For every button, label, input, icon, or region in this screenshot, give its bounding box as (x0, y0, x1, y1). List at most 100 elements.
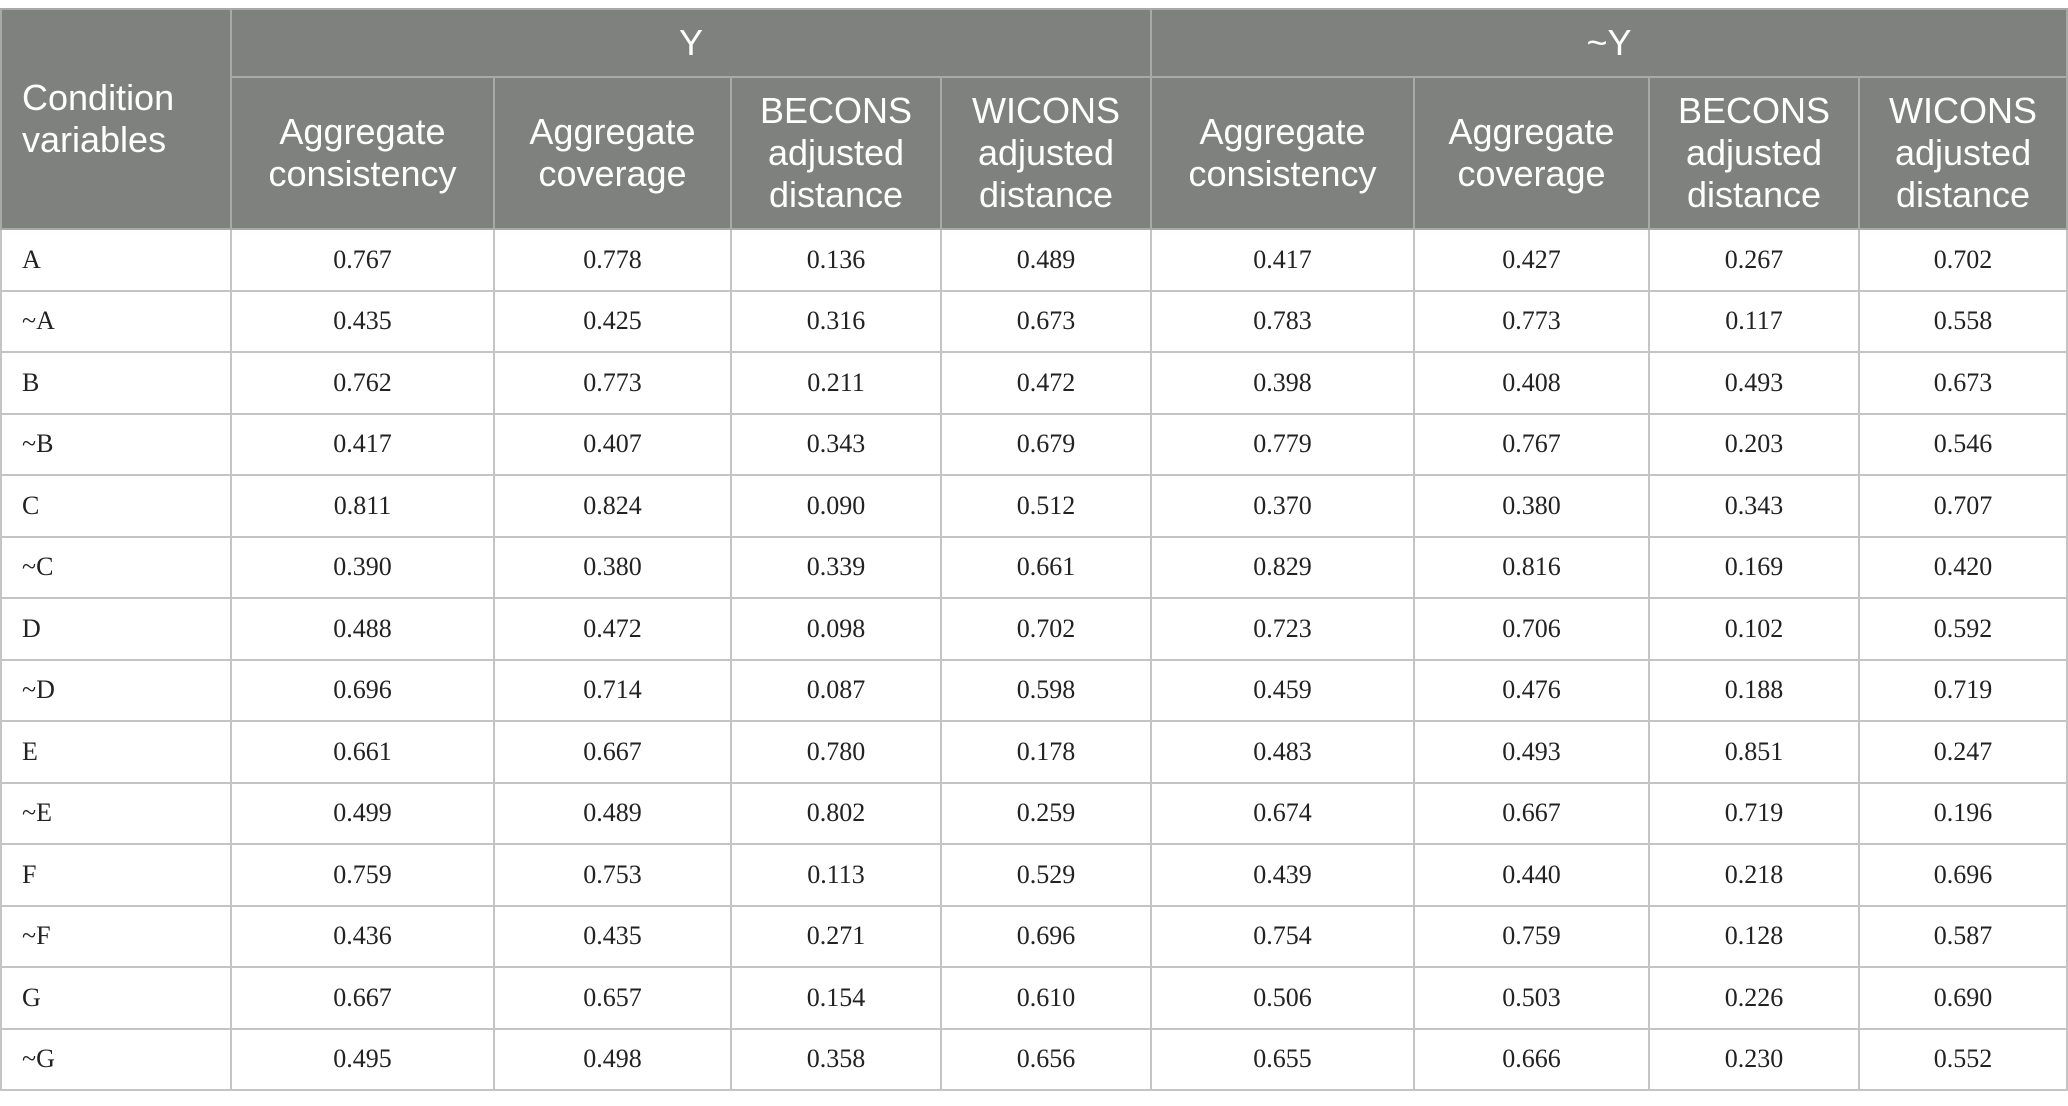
table-row: B 0.762 0.773 0.211 0.472 0.398 0.408 0.493 0.67… (0, 351, 2068, 415)
table-cell: 0.702 (939, 597, 1153, 661)
condition-label: ~B (0, 412, 232, 476)
table-cell: 0.753 (493, 843, 732, 907)
table-cell: 0.495 (230, 1027, 495, 1091)
column-header-line: coverage (1457, 153, 1606, 194)
results-table: Condition variables Y ~Y Aggregate consis… (0, 8, 2068, 1091)
table-cell: 0.783 (1150, 289, 1416, 353)
table-cell: 0.552 (1858, 1027, 2068, 1091)
table-cell: 0.489 (939, 228, 1153, 292)
table-cell: 0.679 (939, 412, 1153, 476)
table-cell: 0.440 (1413, 843, 1651, 907)
table-cell: 0.661 (230, 720, 495, 784)
condition-label: A (0, 228, 232, 292)
table-cell: 0.271 (730, 904, 942, 968)
table-cell: 0.489 (493, 781, 732, 845)
table-cell: 0.546 (1858, 412, 2068, 476)
table-cell: 0.690 (1858, 966, 2068, 1030)
subheader-row: Aggregate consistency Aggregate coverage BEC… (1, 76, 2068, 230)
table-cell: 0.719 (1648, 781, 1861, 845)
table-cell: 0.427 (1413, 228, 1651, 292)
condition-label: ~F (0, 904, 232, 968)
table-cell: 0.436 (230, 904, 495, 968)
table-cell: 0.472 (939, 351, 1153, 415)
table-cell: 0.657 (493, 966, 732, 1030)
table-cell: 0.656 (939, 1027, 1153, 1091)
column-header: WICONS adjusted distance (939, 76, 1153, 230)
table-cell: 0.218 (1648, 843, 1861, 907)
column-header-line: WICONS (1889, 90, 2038, 131)
column-header: BECONS adjusted distance (1648, 76, 1861, 230)
table-row: D 0.488 0.472 0.098 0.702 0.723 0.706 0.102 0.59… (0, 597, 2068, 661)
condition-label: C (0, 474, 232, 538)
table-cell: 0.667 (230, 966, 495, 1030)
table-row: ~A 0.435 0.425 0.316 0.673 0.783 0.773 0.117 0.5… (0, 289, 2068, 353)
table-row: ~C 0.390 0.380 0.339 0.661 0.829 0.816 0.169 0.4… (0, 535, 2068, 599)
column-header: Aggregate consistency (230, 76, 495, 230)
table-cell: 0.488 (230, 597, 495, 661)
table-cell: 0.169 (1648, 535, 1861, 599)
condition-label: D (0, 597, 232, 661)
condition-label: ~C (0, 535, 232, 599)
table-cell: 0.587 (1858, 904, 2068, 968)
table-cell: 0.087 (730, 658, 942, 722)
table-cell: 0.674 (1150, 781, 1416, 845)
table-cell: 0.247 (1858, 720, 2068, 784)
table-body: A 0.767 0.778 0.136 0.489 0.417 0.427 0.267 0.70… (0, 228, 2068, 1091)
table-cell: 0.706 (1413, 597, 1651, 661)
condition-label: B (0, 351, 232, 415)
table-cell: 0.230 (1648, 1027, 1861, 1091)
table-cell: 0.226 (1648, 966, 1861, 1030)
table-cell: 0.098 (730, 597, 942, 661)
table-cell: 0.380 (1413, 474, 1651, 538)
condition-label: ~D (0, 658, 232, 722)
column-header-line: distance (1895, 174, 2031, 215)
column-header-line: adjusted (767, 132, 905, 173)
table-cell: 0.655 (1150, 1027, 1416, 1091)
table-cell: 0.459 (1150, 658, 1416, 722)
table-cell: 0.493 (1413, 720, 1651, 784)
column-header-line: distance (1686, 174, 1822, 215)
column-header-line: WICONS (972, 90, 1120, 131)
table-cell: 0.102 (1648, 597, 1861, 661)
table-cell: 0.188 (1648, 658, 1861, 722)
column-header-line: distance (978, 174, 1114, 215)
column-header-line: adjusted (977, 132, 1115, 173)
table-cell: 0.779 (1150, 412, 1416, 476)
table-cell: 0.719 (1858, 658, 2068, 722)
condition-label: E (0, 720, 232, 784)
table-cell: 0.435 (230, 289, 495, 353)
column-header-line: distance (768, 174, 904, 215)
table-cell: 0.707 (1858, 474, 2068, 538)
table-cell: 0.113 (730, 843, 942, 907)
table-cell: 0.661 (939, 535, 1153, 599)
condition-label: ~G (0, 1027, 232, 1091)
condition-label: G (0, 966, 232, 1030)
table-cell: 0.767 (230, 228, 495, 292)
column-header-line: adjusted (1894, 132, 2032, 173)
table-cell: 0.759 (1413, 904, 1651, 968)
table-row: ~D 0.696 0.714 0.087 0.598 0.459 0.476 0.188 0.7… (0, 658, 2068, 722)
table-cell: 0.802 (730, 781, 942, 845)
table-cell: 0.762 (230, 351, 495, 415)
corner-header-line-2: variables (22, 119, 167, 160)
table-header: Condition variables Y ~Y Aggregate consis… (0, 8, 2068, 230)
table-row: G 0.667 0.657 0.154 0.610 0.506 0.503 0.226 0.69… (0, 966, 2068, 1030)
table-cell: 0.673 (1858, 351, 2068, 415)
table-cell: 0.435 (493, 904, 732, 968)
table-cell: 0.420 (1858, 535, 2068, 599)
table-cell: 0.696 (1858, 843, 2068, 907)
table-cell: 0.476 (1413, 658, 1651, 722)
table-cell: 0.667 (1413, 781, 1651, 845)
table-cell: 0.598 (939, 658, 1153, 722)
column-header: Aggregate coverage (1413, 76, 1651, 230)
table-cell: 0.178 (939, 720, 1153, 784)
column-header: Aggregate coverage (493, 76, 732, 230)
column-header-line: consistency (1188, 153, 1377, 194)
table-row: ~F 0.436 0.435 0.271 0.696 0.754 0.759 0.128 0.5… (0, 904, 2068, 968)
table-cell: 0.398 (1150, 351, 1416, 415)
table-cell: 0.408 (1413, 351, 1651, 415)
table-cell: 0.390 (230, 535, 495, 599)
table-cell: 0.773 (1413, 289, 1651, 353)
table-cell: 0.714 (493, 658, 732, 722)
table-cell: 0.696 (939, 904, 1153, 968)
